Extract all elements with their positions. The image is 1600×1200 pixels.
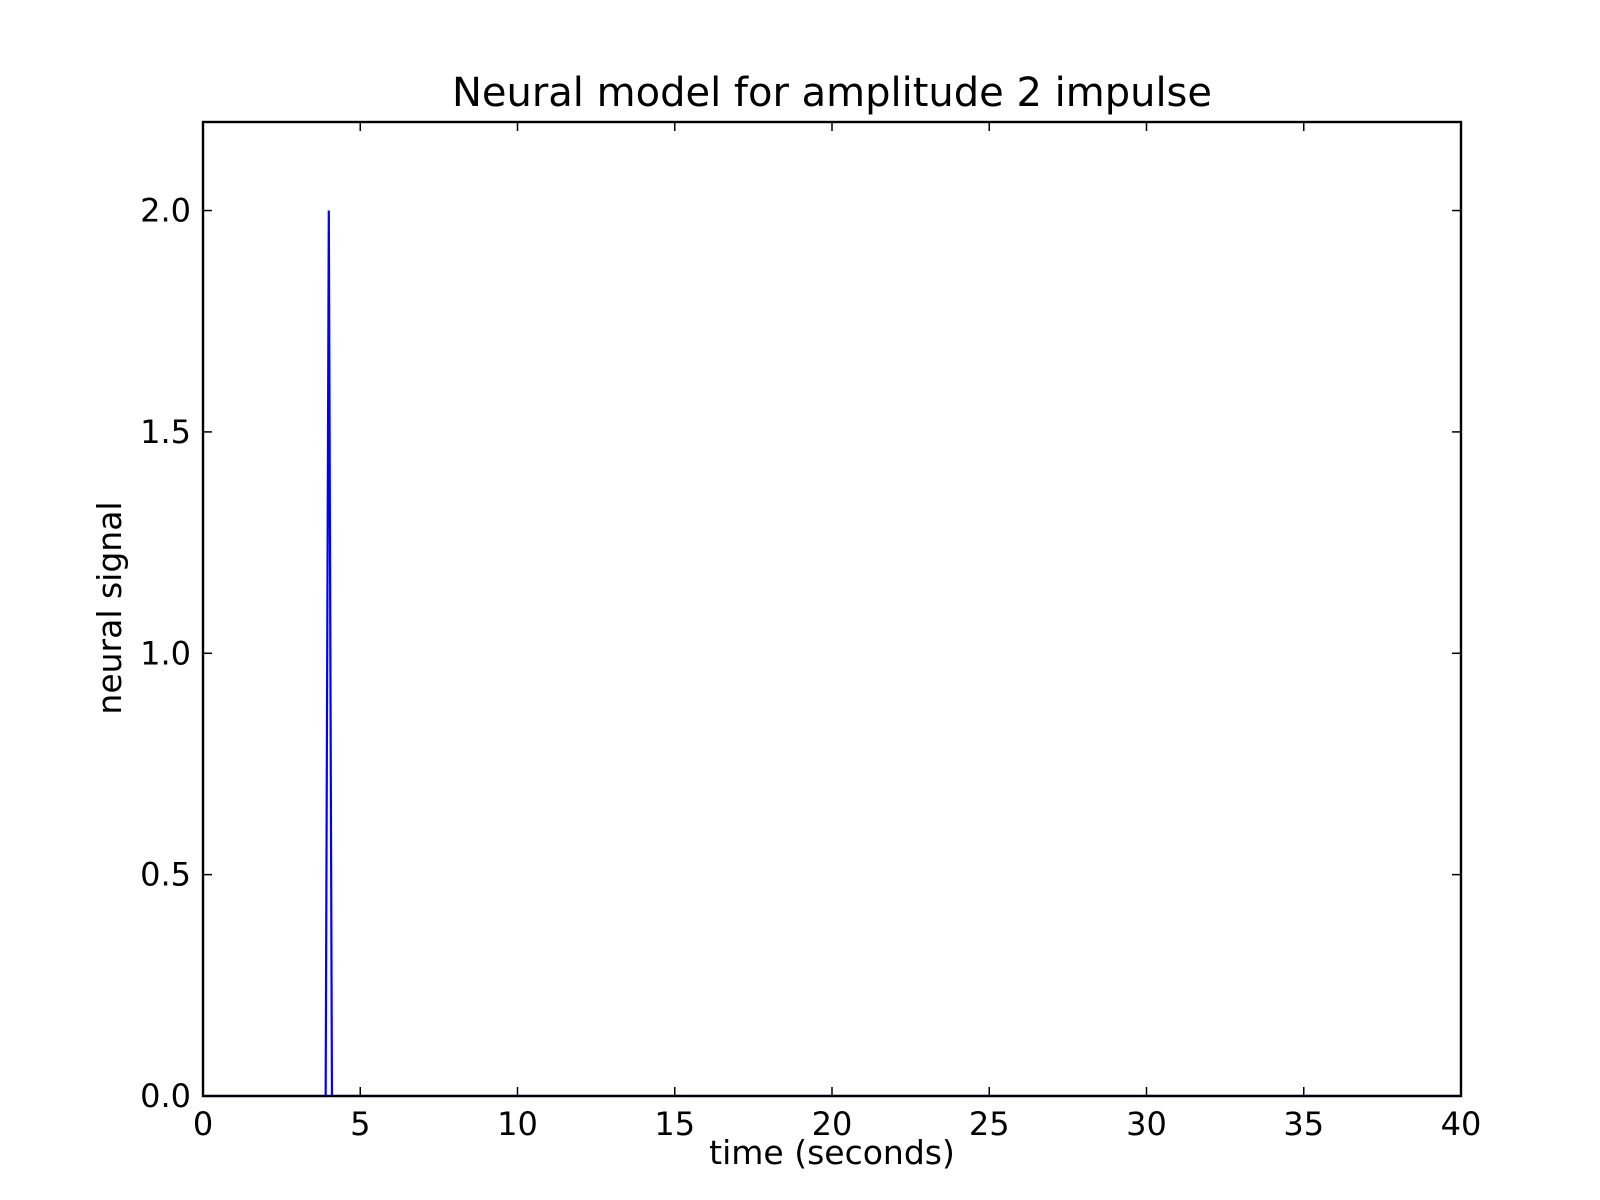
x-tick-label: 30: [1126, 1105, 1167, 1143]
axes-background: [203, 122, 1461, 1096]
x-tick-label: 5: [350, 1105, 370, 1143]
y-tick-label: 0.5: [140, 856, 191, 894]
x-tick-label: 0: [193, 1105, 213, 1143]
y-tick-label: 1.0: [140, 634, 191, 672]
y-tick-label: 1.5: [140, 413, 191, 451]
x-axis: 0 5 10 15 20 25 30 35 40: [193, 122, 1482, 1143]
x-tick-label: 25: [969, 1105, 1010, 1143]
x-tick-label: 35: [1283, 1105, 1324, 1143]
x-tick-label: 15: [654, 1105, 695, 1143]
x-tick-label: 10: [497, 1105, 538, 1143]
x-axis-label: time (seconds): [709, 1133, 955, 1172]
y-axis-label: neural signal: [90, 501, 129, 714]
x-tick-label: 20: [812, 1105, 853, 1143]
chart-title: Neural model for amplitude 2 impulse: [452, 70, 1212, 116]
y-axis: 0.0 0.5 1.0 1.5 2.0: [140, 192, 1461, 1115]
x-tick-label: 40: [1441, 1105, 1482, 1143]
y-tick-label: 0.0: [140, 1077, 191, 1115]
plot-area: [201, 120, 1463, 1098]
y-tick-label: 2.0: [140, 192, 191, 230]
